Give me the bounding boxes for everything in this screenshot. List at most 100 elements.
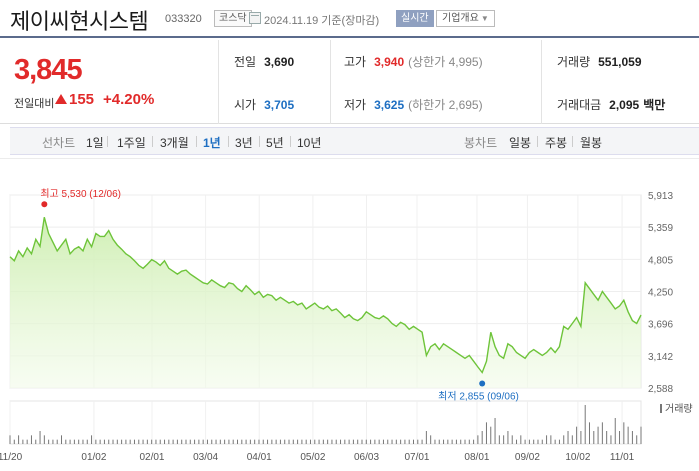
price-chart: 5,913 5,359 4,805 4,250 3,696 3,142 2,588 최고 5… xyxy=(0,157,699,471)
x-tick-label: 01/02 xyxy=(81,452,106,463)
volume-bar xyxy=(511,435,513,444)
x-tick-label: 03/04 xyxy=(193,452,218,463)
period-10y[interactable]: 10년 xyxy=(297,136,322,150)
volume-bar xyxy=(438,439,440,444)
period-selector-bar: 선차트 1일 1주일 3개월 1년 3년 5년 10년 봉차트 일봉 주봉 월봉 xyxy=(10,127,699,155)
volume-bar xyxy=(460,439,462,444)
volume-bar xyxy=(412,439,414,444)
volume-bar xyxy=(95,439,97,444)
volume-bar xyxy=(434,439,436,444)
separator xyxy=(290,136,291,147)
divider xyxy=(330,40,331,124)
stat-label: 전일 xyxy=(234,55,257,69)
separator xyxy=(572,136,573,147)
y-tick-label: 4,250 xyxy=(648,288,673,299)
volume-bar xyxy=(387,439,389,444)
separator xyxy=(196,136,197,147)
volume-bar xyxy=(550,435,552,444)
period-1y[interactable]: 1년 xyxy=(203,136,221,150)
volume-bar xyxy=(232,439,234,444)
price-chart-svg: 5,913 5,359 4,805 4,250 3,696 3,142 2,588 최고 5… xyxy=(0,157,699,463)
period-5y[interactable]: 5년 xyxy=(266,136,284,150)
stat-volume: 거래량 551,059 xyxy=(557,53,642,70)
stock-code: 033320 xyxy=(165,13,202,25)
volume-bar xyxy=(151,439,153,444)
diff-value: 155 xyxy=(69,91,95,108)
separator xyxy=(259,136,260,147)
volume-bars: 거래량 xyxy=(9,403,693,444)
stat-value: 3,705 xyxy=(264,98,295,112)
volume-bar xyxy=(640,426,642,444)
company-overview-button[interactable]: 기업개요 ▼ xyxy=(436,10,495,27)
volume-bar xyxy=(258,439,260,444)
volume-bar xyxy=(159,439,161,444)
volume-bar xyxy=(348,439,350,444)
volume-bar xyxy=(198,439,200,444)
volume-bar xyxy=(520,435,522,444)
separator xyxy=(152,136,153,147)
volume-bar xyxy=(507,431,509,444)
separator xyxy=(228,136,229,147)
volume-bar xyxy=(129,439,131,444)
volume-bar xyxy=(352,439,354,444)
volume-bar xyxy=(537,439,539,444)
volume-bar xyxy=(314,439,316,444)
volume-bar xyxy=(69,439,71,444)
volume-bar xyxy=(275,439,277,444)
y-tick-label: 5,913 xyxy=(648,191,673,202)
x-tick-label: 09/02 xyxy=(515,452,540,463)
candle-weekly[interactable]: 주봉 xyxy=(545,136,568,150)
amount-unit: 백만 xyxy=(643,98,666,112)
volume-bar xyxy=(494,418,496,444)
volume-bar xyxy=(254,439,256,444)
volume-bar xyxy=(133,439,135,444)
volume-bar xyxy=(391,439,393,444)
separator xyxy=(537,136,538,147)
volume-bar xyxy=(601,422,603,444)
volume-bar xyxy=(176,439,178,444)
volume-bar xyxy=(86,439,88,444)
volume-bar xyxy=(318,439,320,444)
volume-bar xyxy=(228,439,230,444)
volume-bar xyxy=(425,431,427,444)
period-1d[interactable]: 1일 xyxy=(86,136,104,150)
stat-label: 고가 xyxy=(344,55,367,69)
volume-bar xyxy=(464,439,466,444)
volume-bar xyxy=(164,439,166,444)
volume-bar xyxy=(48,439,50,444)
x-tick-label: 08/01 xyxy=(464,452,489,463)
volume-bar xyxy=(546,435,548,444)
x-tick-label: 10/02 xyxy=(565,452,590,463)
stat-value: 3,625 xyxy=(374,98,405,112)
volume-bar xyxy=(584,405,586,444)
max-point-marker xyxy=(41,201,48,208)
period-3m[interactable]: 3개월 xyxy=(160,136,189,150)
volume-bar xyxy=(292,439,294,444)
period-3y[interactable]: 3년 xyxy=(235,136,253,150)
volume-bar xyxy=(194,439,196,444)
volume-bar xyxy=(241,439,243,444)
volume-bar xyxy=(13,439,15,444)
volume-bar xyxy=(121,439,123,444)
volume-bar xyxy=(322,439,324,444)
volume-bar xyxy=(26,439,28,444)
calendar-icon xyxy=(249,12,261,24)
volume-bar xyxy=(528,439,530,444)
volume-bar xyxy=(30,435,32,444)
stock-name: 제이씨현시스템 xyxy=(10,9,149,34)
period-1w[interactable]: 1주일 xyxy=(117,136,146,150)
volume-bar xyxy=(576,426,578,444)
stock-header: 제이씨현시스템 033320 코스닥 2024.11.19 기준(장마감) 실시… xyxy=(0,0,699,38)
candle-daily[interactable]: 일봉 xyxy=(509,136,532,150)
volume-bar xyxy=(357,439,359,444)
realtime-button[interactable]: 실시간 xyxy=(396,10,434,27)
candle-monthly[interactable]: 월봉 xyxy=(580,136,603,150)
volume-bar xyxy=(597,426,599,444)
volume-bar xyxy=(73,439,75,444)
diff-label: 전일대비 xyxy=(14,98,55,110)
x-tick-label: 02/01 xyxy=(139,452,164,463)
volume-bar xyxy=(473,439,475,444)
volume-bar xyxy=(443,439,445,444)
volume-bar xyxy=(288,439,290,444)
volume-bar xyxy=(271,439,273,444)
